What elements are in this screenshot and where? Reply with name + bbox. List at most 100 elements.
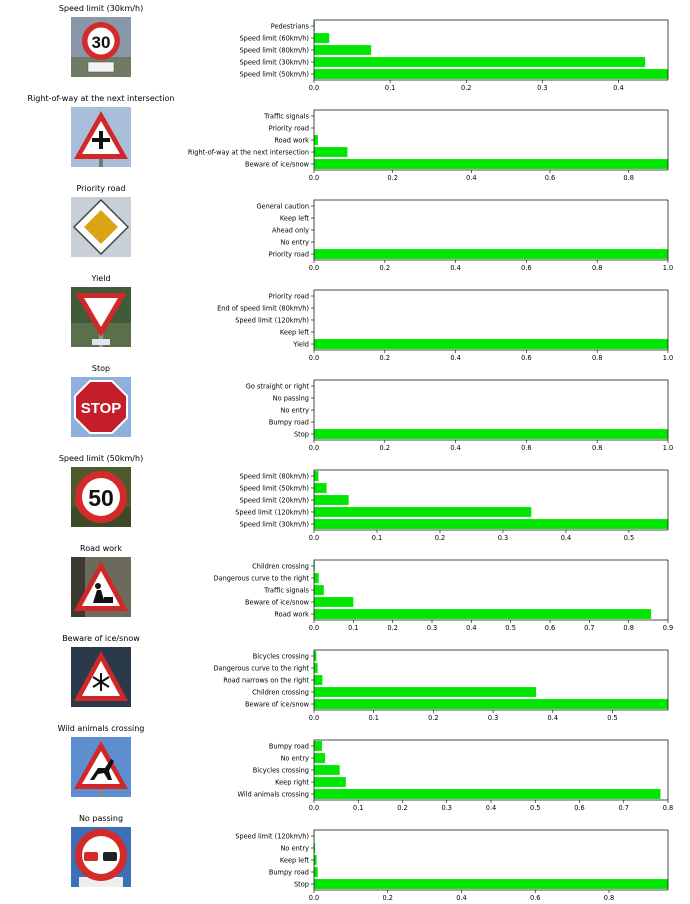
category-label: Pedestrians — [271, 23, 310, 31]
bar — [314, 699, 668, 709]
category-label: Speed limit (50km/h) — [239, 71, 309, 79]
probability-bar-chart: Speed limit (120km/h) No entry Keep left Bu… — [235, 829, 669, 902]
category-label: Keep left — [280, 215, 309, 223]
prediction-row: Right-of-way at the next intersection Tr… — [0, 90, 690, 182]
axes-frame — [313, 289, 669, 351]
x-tick-label: 0.0 — [309, 84, 320, 92]
x-tick-label: 0.6 — [530, 894, 541, 902]
x-tick-label: 0.6 — [521, 264, 532, 272]
category-label: Priority road — [269, 125, 309, 133]
category-label: Speed limit (120km/h) — [235, 509, 309, 517]
x-tick-label: 0.8 — [604, 894, 615, 902]
bar — [314, 867, 318, 877]
category-label: General caution — [256, 203, 309, 211]
x-tick-label: 0.2 — [383, 894, 394, 902]
x-tick-label: 0.1 — [368, 714, 379, 722]
bar — [314, 855, 317, 865]
prediction-row: Priority road General caution Keep left Ah… — [0, 180, 690, 272]
x-tick-label: 0.1 — [353, 804, 364, 812]
probability-bar-chart: Speed limit (80km/h) Speed limit (50km/h)… — [235, 469, 669, 542]
category-label: Beware of ice/snow — [245, 161, 310, 169]
svg-text:30: 30 — [92, 33, 111, 52]
category-label: Speed limit (80km/h) — [239, 473, 309, 481]
x-tick-label: 0.0 — [309, 624, 320, 632]
x-tick-label: 0.0 — [309, 534, 320, 542]
x-tick-label: 0.2 — [380, 264, 391, 272]
category-label: No entry — [281, 845, 310, 853]
bar — [314, 159, 668, 169]
wild-animals-crossing-sign — [71, 737, 131, 797]
category-label: Speed limit (80km/h) — [239, 47, 309, 55]
x-tick-label: 0.4 — [613, 84, 624, 92]
bar — [314, 687, 537, 697]
x-tick-label: 0.0 — [309, 444, 320, 452]
bar — [314, 561, 315, 571]
bar — [314, 135, 318, 145]
category-label: No passing — [273, 395, 309, 403]
x-tick-label: 0.2 — [461, 84, 472, 92]
category-label: Bumpy road — [269, 419, 309, 427]
sign-title: No passing — [78, 814, 124, 823]
bar — [314, 507, 532, 517]
sign-title: Speed limit (50km/h) — [58, 454, 144, 463]
x-tick-label: 0.3 — [427, 624, 438, 632]
probability-bar-chart: General caution Keep left Ahead only No ent… — [256, 199, 673, 272]
x-tick-label: 0.4 — [466, 624, 477, 632]
bar — [314, 651, 317, 661]
probability-bar-chart: Go straight or right No passing No entry Bu… — [246, 379, 673, 452]
category-label: Priority road — [269, 251, 309, 259]
axes-frame — [313, 829, 669, 891]
x-tick-label: 0.8 — [663, 804, 674, 812]
probability-bar-chart: Children crossing Dangerous curve to the … — [213, 559, 673, 632]
x-tick-label: 0.1 — [372, 534, 383, 542]
category-label: Speed limit (30km/h) — [239, 59, 309, 67]
speed-limit-30-sign: 30 — [71, 17, 131, 77]
category-label: Speed limit (30km/h) — [239, 521, 309, 529]
prediction-row: No passing Speed limit (120km/h) No entry… — [0, 810, 690, 902]
category-label: Keep left — [280, 857, 309, 865]
prediction-row: Speed limit (30km/h) 30 Pedestrians Speed… — [0, 0, 690, 92]
x-tick-label: 0.6 — [545, 174, 556, 182]
bar — [314, 429, 668, 439]
category-label: Road work — [274, 137, 309, 145]
sign-title: Speed limit (30km/h) — [58, 4, 144, 13]
category-label: Stop — [294, 881, 309, 889]
bar — [314, 21, 315, 31]
x-tick-label: 0.0 — [309, 894, 320, 902]
prediction-row: Stop STOP Go straight or right No passing N… — [0, 360, 690, 452]
probability-bar-chart: Bicycles crossing Dangerous curve to the … — [213, 649, 669, 722]
category-label: Traffic signals — [263, 587, 309, 595]
sign-title: Wild animals crossing — [57, 724, 145, 733]
right-of-way-sign — [71, 107, 131, 167]
sign-title: Yield — [91, 274, 111, 283]
prediction-row: Road work Children crossing Dangerous cur… — [0, 540, 690, 632]
bar — [314, 573, 319, 583]
bar — [314, 339, 668, 349]
category-label: Wild animals crossing — [238, 791, 310, 799]
sign-title: Right-of-way at the next intersection — [27, 94, 175, 103]
prediction-row: Speed limit (50km/h) 50 Speed limit (80km… — [0, 450, 690, 542]
bar — [314, 609, 652, 619]
category-label: Children crossing — [252, 563, 309, 571]
bar — [314, 879, 668, 889]
x-tick-label: 0.7 — [584, 624, 595, 632]
x-tick-label: 0.8 — [592, 354, 603, 362]
category-label: No entry — [281, 755, 310, 763]
category-label: Keep right — [275, 779, 309, 787]
x-tick-label: 0.7 — [619, 804, 630, 812]
x-tick-label: 0.6 — [521, 354, 532, 362]
category-label: Speed limit (60km/h) — [239, 35, 309, 43]
x-tick-label: 0.3 — [442, 804, 453, 812]
bar — [314, 57, 646, 67]
x-tick-label: 0.2 — [387, 174, 398, 182]
x-tick-label: 0.2 — [380, 444, 391, 452]
category-label: Go straight or right — [246, 383, 310, 391]
category-label: Ahead only — [272, 227, 309, 235]
bar — [314, 147, 348, 157]
category-label: Dangerous curve to the right — [213, 575, 309, 583]
bar — [314, 789, 661, 799]
axes-frame — [313, 19, 669, 81]
x-tick-label: 0.4 — [466, 174, 477, 182]
bar — [314, 519, 668, 529]
